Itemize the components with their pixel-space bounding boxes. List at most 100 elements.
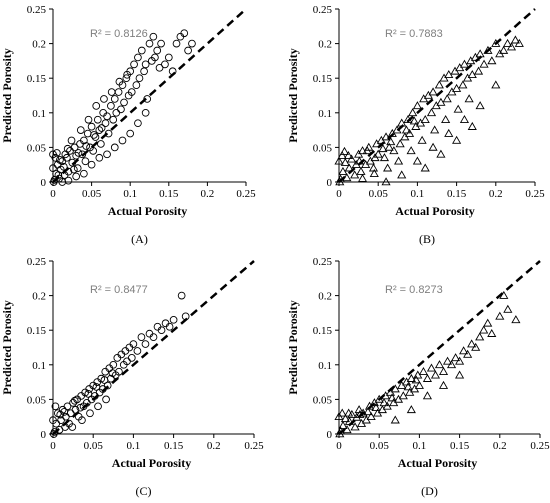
data-point — [103, 381, 112, 390]
y-tick-label: 0.2 — [32, 291, 46, 303]
data-point — [56, 410, 65, 419]
x-tick-label: 0.1 — [413, 440, 427, 452]
panel-caption: (A) — [131, 232, 148, 246]
data-point — [337, 150, 347, 160]
x-tick-label: 0.05 — [370, 440, 390, 452]
reference-line — [338, 260, 541, 435]
data-point — [92, 383, 101, 391]
data-point — [398, 391, 408, 400]
data-point — [357, 173, 368, 182]
data-point — [369, 168, 379, 177]
data-point — [483, 318, 493, 327]
data-point — [371, 402, 381, 412]
y-tick-label: 0 — [327, 429, 333, 441]
panel-caption: (B) — [419, 232, 435, 246]
data-point — [87, 160, 96, 169]
data-point — [406, 405, 416, 414]
data-point — [132, 81, 141, 89]
data-point — [438, 380, 449, 389]
data-point — [153, 46, 162, 55]
data-point — [455, 370, 465, 379]
y-tick-label: 0.25 — [313, 4, 333, 16]
data-point — [434, 360, 445, 369]
data-point — [76, 126, 85, 134]
x-tick-label: 0 — [50, 440, 56, 452]
data-point — [414, 380, 424, 389]
data-point — [356, 166, 366, 175]
data-point — [100, 95, 108, 103]
data-point — [340, 414, 351, 423]
data-point — [428, 87, 438, 96]
data-point — [379, 153, 390, 162]
data-point — [334, 411, 344, 420]
data-point — [117, 105, 125, 114]
data-point — [97, 140, 105, 148]
data-point — [381, 177, 391, 186]
data-point — [59, 162, 68, 171]
data-point — [127, 354, 136, 362]
data-point — [122, 74, 131, 83]
data-point — [151, 53, 159, 62]
data-point — [514, 38, 524, 47]
data-point — [110, 143, 119, 152]
x-tick-label: 0 — [336, 188, 342, 200]
data-point — [350, 422, 360, 431]
data-point — [68, 423, 77, 431]
data-point — [180, 29, 189, 38]
y-tick-label: 0.1 — [318, 108, 332, 120]
data-point — [459, 346, 469, 355]
y-tick-label: 0 — [41, 177, 47, 189]
data-point — [114, 88, 123, 96]
data-point — [51, 402, 60, 411]
data-point — [82, 142, 91, 150]
data-point — [184, 46, 192, 55]
x-tick-label: 0.2 — [489, 188, 503, 200]
y-tick-label: 0.05 — [27, 142, 47, 154]
data-point — [344, 163, 354, 172]
x-axis-title: Actual Porosity — [398, 456, 477, 470]
chart-panel: 0 0.05 0.1 0.15 0.2 0.25 0 0.05 0.1 0.15 0.2 0.25 Ac… — [286, 256, 550, 498]
data-point — [49, 416, 57, 425]
y-tick-label: 0 — [327, 177, 333, 189]
data-point — [149, 32, 158, 41]
data-point — [141, 60, 150, 69]
data-point — [436, 149, 446, 158]
x-axis-title: Actual Porosity — [112, 456, 191, 470]
data-point — [337, 408, 347, 417]
x-tick-label: 0.1 — [411, 188, 425, 200]
data-point — [338, 420, 348, 429]
data-point — [334, 156, 344, 165]
data-point — [87, 122, 96, 131]
data-point — [406, 146, 416, 155]
x-tick-label: 0.15 — [164, 440, 184, 452]
y-tick-label: 0.15 — [27, 325, 47, 337]
data-point — [63, 402, 72, 411]
data-point — [397, 170, 407, 179]
r-squared-label: R² = 0.8273 — [385, 284, 443, 296]
y-tick-label: 0.1 — [32, 360, 46, 372]
data-point — [74, 149, 83, 157]
data-point — [370, 153, 380, 162]
x-tick-label: 0.1 — [127, 440, 141, 452]
data-point — [161, 60, 169, 69]
data-point — [63, 153, 71, 162]
x-tick-label: 0.15 — [159, 188, 179, 200]
r-squared-label: R² = 0.8126 — [90, 28, 148, 40]
data-point — [420, 163, 430, 172]
data-point — [458, 80, 468, 89]
y-tick-label: 0.05 — [313, 394, 333, 406]
data-point — [73, 164, 82, 173]
data-point — [67, 136, 76, 145]
data-point — [115, 77, 124, 86]
chart-panel: 0 0.05 0.1 0.15 0.2 0.25 0 0.05 0.1 0.15 0.2 0.25 Ac… — [0, 4, 256, 246]
y-tick-label: 0.25 — [313, 256, 333, 268]
y-tick-label: 0.05 — [313, 142, 333, 154]
series-points — [49, 291, 190, 438]
data-point — [63, 144, 72, 153]
data-point — [487, 328, 497, 337]
x-tick-label: 0.2 — [493, 440, 507, 452]
data-point — [451, 353, 461, 362]
data-point — [90, 131, 98, 139]
data-point — [109, 115, 118, 124]
data-point — [123, 70, 131, 79]
